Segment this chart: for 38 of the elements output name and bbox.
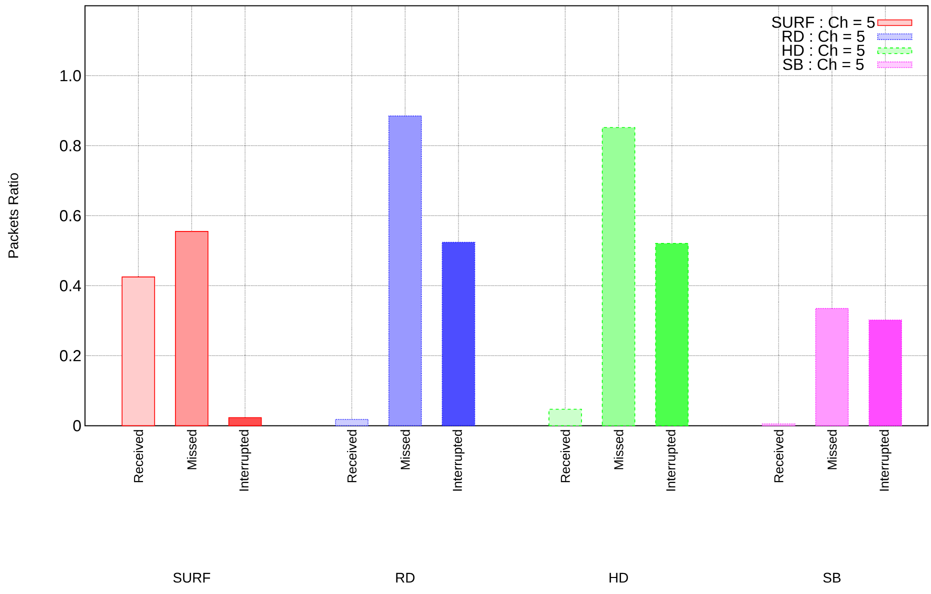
text: HD	[610, 572, 628, 582]
x-tick-label: Received	[347, 430, 357, 482]
x-tick-label: Received	[774, 430, 784, 482]
bar	[335, 419, 368, 426]
x-tick-label: Missed	[400, 430, 410, 470]
bar	[548, 408, 582, 426]
x-tick-label: Received	[560, 430, 570, 482]
text: RD	[396, 572, 415, 582]
x-tick-label: Interrupted	[239, 430, 252, 491]
x-tick-label: Received	[134, 430, 144, 482]
x-tick-label: Interrupted	[879, 430, 892, 491]
y-tick-label: 0.6	[60, 210, 81, 222]
x-tick-label: Interrupted	[452, 430, 465, 491]
legend-label: RD : Ch = 5	[782, 30, 864, 42]
y-tick-label: 0.2	[60, 350, 81, 362]
bar	[122, 276, 156, 426]
bar	[868, 320, 902, 426]
legend-label: SB : Ch = 5	[783, 58, 864, 70]
bar	[442, 242, 476, 426]
bar	[228, 417, 262, 426]
bar	[388, 116, 422, 426]
x-tick-label: Missed	[614, 430, 624, 470]
y-axis-title: Packets Ratio	[8, 173, 18, 258]
y-tick-label: 1.0	[60, 70, 81, 82]
bar	[655, 242, 689, 426]
legend-label: HD : Ch = 5	[782, 44, 864, 56]
text: SURF	[173, 572, 210, 583]
y-tick-label: 0.8	[60, 140, 81, 152]
y-tick-label: 0	[73, 420, 81, 432]
legend-label: SURF : Ch = 5	[772, 16, 875, 28]
bar	[175, 231, 208, 426]
bar	[815, 308, 849, 426]
x-tick-label: Missed	[186, 430, 196, 470]
x-tick-label: Interrupted	[666, 430, 678, 491]
x-tick-label: Missed	[827, 430, 837, 470]
bar	[602, 127, 636, 426]
y-tick-label: 0.4	[60, 280, 82, 292]
text: SB	[823, 572, 841, 583]
